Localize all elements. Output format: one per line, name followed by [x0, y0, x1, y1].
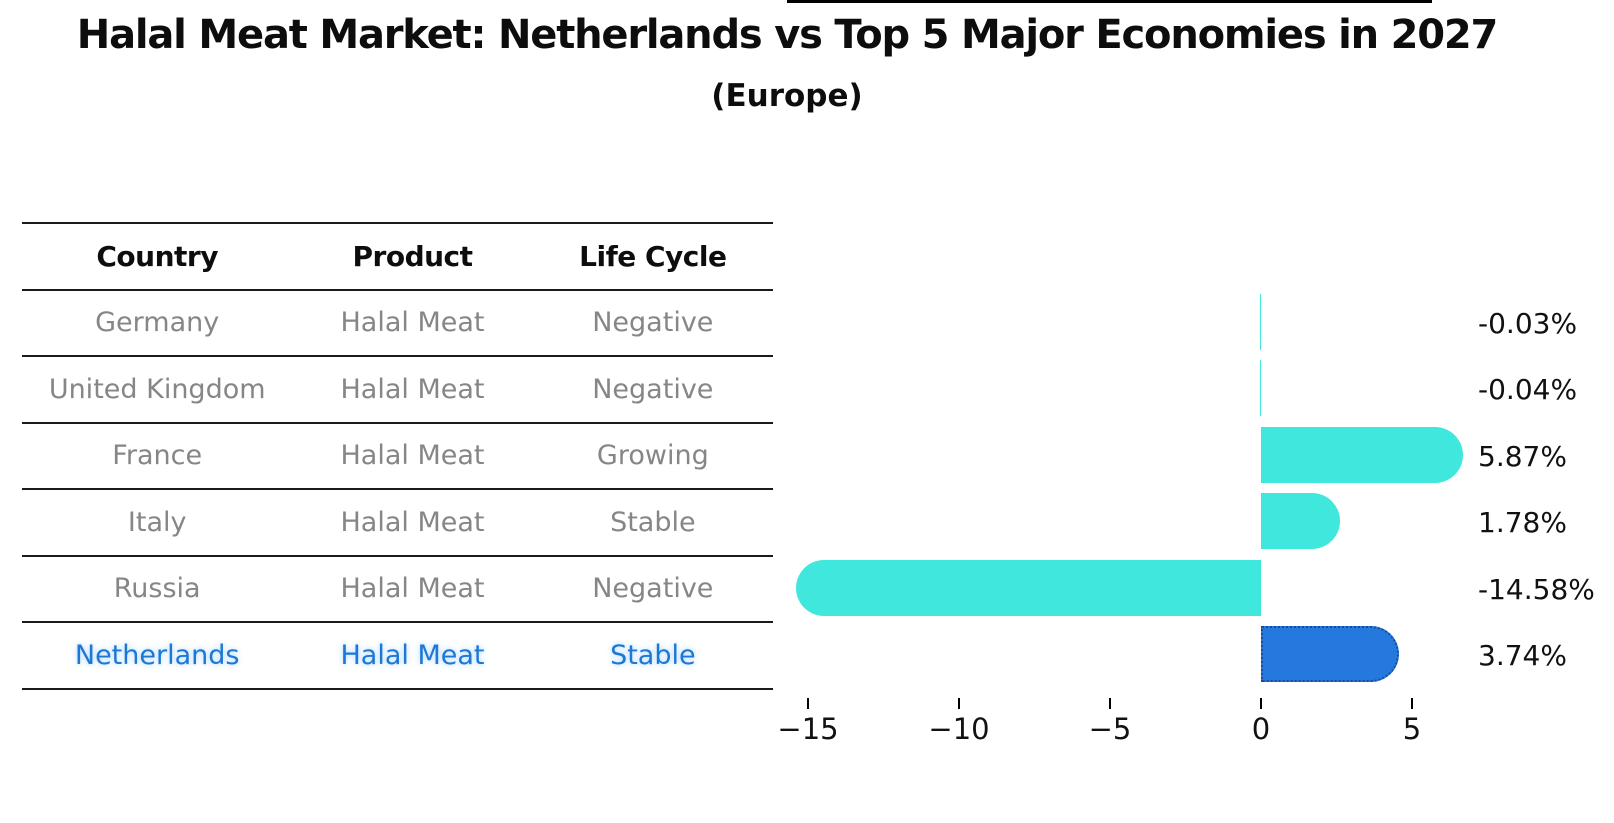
x-tick-mark [1410, 698, 1414, 709]
x-tick-label: 0 [1251, 712, 1271, 746]
cell-product: Halal Meat [340, 506, 485, 538]
bar-italy [1261, 493, 1340, 549]
bar-netherlands [1261, 626, 1399, 682]
cell-country: Russia [113, 573, 201, 605]
bar-russia [795, 559, 1261, 616]
chart-subtitle: (Europe) [711, 78, 863, 114]
table-row-france: France Halal Meat Growing [22, 424, 773, 490]
cell-country: United Kingdom [48, 373, 266, 405]
cell-product: Halal Meat [340, 373, 485, 405]
cell-country: France [112, 440, 203, 472]
x-tick-label: 5 [1402, 712, 1422, 746]
table-row-netherlands: Netherlands Halal Meat Stable [22, 623, 773, 690]
cell-product: Halal Meat [340, 639, 485, 671]
table-row-germany: Germany Halal Meat Negative [22, 291, 773, 357]
column-header: Country [96, 239, 218, 273]
table-row-russia: Russia Halal Meat Negative [22, 557, 773, 623]
cell-product: Halal Meat [340, 440, 485, 472]
x-tick-label: −10 [928, 712, 990, 746]
value-label-russia: -14.58% [1478, 572, 1595, 606]
value-label-france: 5.87% [1478, 439, 1567, 473]
x-tick-mark [1259, 698, 1263, 709]
x-tick-mark [957, 698, 961, 709]
value-label-netherlands: 3.74% [1478, 639, 1567, 672]
cell-life-cycle: Stable [610, 639, 696, 671]
cell-country: Germany [95, 307, 220, 339]
column-header: Product [352, 239, 474, 273]
cell-life-cycle: Negative [592, 573, 714, 605]
x-tick-label: −15 [777, 712, 839, 746]
country-table: Country Product Life Cycle Germany Halal Mea… [22, 222, 773, 690]
cell-country: Italy [127, 506, 187, 538]
cell-country: Netherlands [74, 639, 240, 671]
bar-france [1261, 426, 1464, 483]
cell-product: Halal Meat [340, 573, 485, 605]
table-header-row: Country Product Life Cycle [22, 224, 773, 291]
value-label-germany: -0.03% [1478, 306, 1578, 340]
bar-germany [1260, 293, 1261, 350]
x-tick-label: −5 [1088, 712, 1132, 746]
bar-united-kingdom [1259, 360, 1261, 416]
x-tick-mark [1108, 698, 1112, 709]
cell-product: Halal Meat [340, 307, 485, 339]
table-row-italy: Italy Halal Meat Stable [22, 490, 773, 557]
x-axis-line [787, 0, 1432, 3]
cell-life-cycle: Negative [592, 307, 714, 339]
column-header: Life Cycle [579, 239, 727, 273]
cell-life-cycle: Stable [610, 506, 696, 538]
x-tick-mark [806, 698, 810, 709]
table-row-united-kingdom: United Kingdom Halal Meat Negative [22, 357, 773, 424]
value-label-united-kingdom: -0.04% [1478, 373, 1578, 406]
cell-life-cycle: Negative [592, 373, 714, 405]
cell-life-cycle: Growing [596, 440, 709, 472]
value-label-italy: 1.78% [1478, 506, 1567, 539]
chart-title: Halal Meat Market: Netherlands vs Top 5 … [76, 12, 1499, 58]
